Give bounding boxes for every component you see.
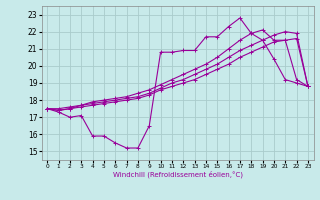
X-axis label: Windchill (Refroidissement éolien,°C): Windchill (Refroidissement éolien,°C) xyxy=(113,171,243,178)
